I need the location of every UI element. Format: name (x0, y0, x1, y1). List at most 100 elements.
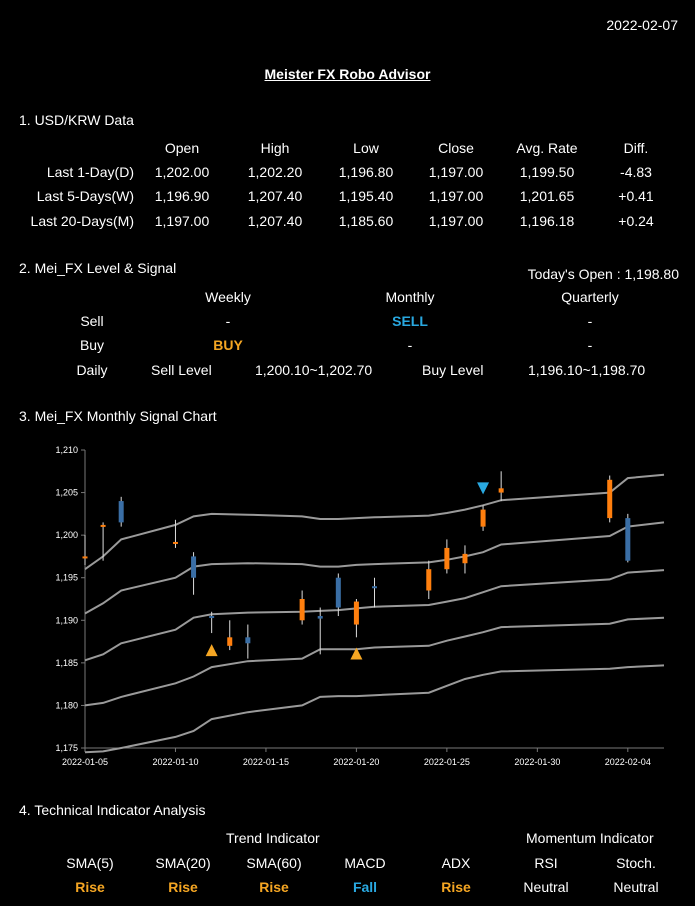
buy-row-label: Buy (79, 337, 105, 353)
candle-body (426, 569, 432, 591)
header-quarterly: Quarterly (561, 289, 619, 305)
indicator-value: Rise (441, 879, 471, 895)
indicator-value: Fall (352, 879, 378, 895)
candle-body (498, 488, 504, 493)
row-label: Last 5-Days(W) (36, 188, 134, 204)
cell-close: 1,197.00 (428, 188, 484, 204)
x-tick-label: 2022-01-15 (243, 757, 289, 767)
header-weekly: Weekly (205, 289, 251, 305)
report-title: Meister FX Robo Advisor (264, 66, 431, 82)
indicator-value: Rise (75, 879, 105, 895)
x-tick-label: 2022-02-04 (605, 757, 651, 767)
candle-body (353, 601, 359, 625)
candle-body (227, 637, 233, 646)
band-line (84, 521, 665, 615)
cell-diff: +0.41 (618, 188, 654, 204)
band-line (84, 616, 665, 707)
sell-signal-marker (477, 482, 490, 495)
col-header-high: High (260, 140, 290, 156)
candle-body (335, 577, 341, 608)
indicator-name: SMA(5) (66, 855, 114, 871)
buy-quarterly: - (587, 337, 593, 353)
candle-body (191, 556, 197, 578)
candle-body (209, 616, 215, 619)
monthly-signal-chart: 1,175 1,180 1,185 1,190 1,195 1,200 1,205 1,210… (55, 445, 665, 767)
candle-body (444, 547, 450, 570)
candle-body (625, 518, 631, 561)
x-tick-label: 2022-01-30 (514, 757, 560, 767)
buy-level-value: 1,196.10~1,198.70 (528, 362, 646, 378)
section4-title: 4. Technical Indicator Analysis (19, 802, 206, 818)
cell-low: 1,195.40 (338, 188, 394, 204)
candle-body (299, 599, 305, 621)
candle-body (607, 479, 613, 519)
y-tick-label: 1,185 (55, 658, 78, 668)
cell-diff: +0.24 (618, 213, 654, 229)
section3-title: 3. Mei_FX Monthly Signal Chart (19, 408, 217, 424)
x-tick-label: 2022-01-20 (333, 757, 379, 767)
x-tick-label: 2022-01-05 (62, 757, 108, 767)
row-label: Last 1-Day(D) (46, 164, 134, 180)
indicator-value: Rise (168, 879, 198, 895)
candle-body (317, 616, 323, 619)
buy-signal-marker (205, 644, 218, 657)
candle-body (462, 553, 468, 564)
sell-weekly: - (225, 313, 231, 329)
trend-indicator-label: Trend Indicator (226, 830, 320, 846)
section2-title: 2. Mei_FX Level & Signal (19, 260, 177, 276)
col-header-avg-rate: Avg. Rate (516, 140, 578, 156)
sell-level-label: Sell Level (151, 362, 212, 378)
col-header-open: Open (164, 140, 200, 156)
candle-body (245, 637, 251, 644)
candle-body (100, 524, 106, 527)
buy-monthly: - (407, 337, 413, 353)
section1-title: 1. USD/KRW Data (19, 112, 134, 128)
cell-open: 1,196.90 (154, 188, 210, 204)
col-header-close: Close (438, 140, 474, 156)
buy-weekly-signal: BUY (213, 337, 243, 353)
y-tick-label: 1,180 (55, 700, 78, 710)
y-tick-label: 1,205 (55, 488, 78, 498)
indicator-name: RSI (534, 855, 558, 871)
band-line (84, 473, 665, 571)
col-header-low: Low (353, 140, 379, 156)
cell-avg-rate: 1,201.65 (519, 188, 575, 204)
cell-open: 1,202.00 (154, 164, 210, 180)
cell-close: 1,197.00 (428, 164, 484, 180)
daily-row-label: Daily (76, 362, 108, 378)
cell-close: 1,197.00 (428, 213, 484, 229)
band-line (84, 569, 665, 662)
sell-level-value: 1,200.10~1,202.70 (255, 362, 373, 378)
momentum-indicator-label: Momentum Indicator (526, 830, 654, 846)
cell-open: 1,197.00 (154, 213, 210, 229)
y-tick-label: 1,190 (55, 615, 78, 625)
todays-open: Today's Open : 1,198.80 (527, 266, 679, 282)
col-header-diff: Diff. (623, 140, 649, 156)
indicator-name: MACD (344, 855, 386, 871)
cell-high: 1,207.40 (247, 188, 303, 204)
y-tick-label: 1,175 (55, 743, 78, 753)
y-tick-label: 1,195 (55, 573, 78, 583)
sell-quarterly: - (587, 313, 593, 329)
indicator-name: SMA(60) (246, 855, 302, 871)
report-date: 2022-02-07 (606, 17, 678, 33)
cell-low: 1,185.60 (338, 213, 394, 229)
indicator-value: Neutral (613, 879, 659, 895)
indicator-name: Stoch. (616, 855, 656, 871)
sell-monthly-signal: SELL (392, 313, 428, 329)
band-line (84, 664, 665, 754)
candle-body (172, 541, 178, 544)
buy-signal-marker (350, 647, 363, 660)
row-label: Last 20-Days(M) (30, 213, 134, 229)
indicator-name: SMA(20) (155, 855, 211, 871)
y-tick-label: 1,200 (55, 530, 78, 540)
header-monthly: Monthly (385, 289, 435, 305)
cell-avg-rate: 1,199.50 (519, 164, 575, 180)
candle-body (480, 509, 486, 527)
cell-low: 1,196.80 (338, 164, 394, 180)
cell-diff: -4.83 (620, 164, 652, 180)
candle-body (82, 556, 88, 559)
cell-avg-rate: 1,196.18 (519, 213, 575, 229)
sell-row-label: Sell (80, 313, 104, 329)
candle-body (372, 586, 377, 589)
